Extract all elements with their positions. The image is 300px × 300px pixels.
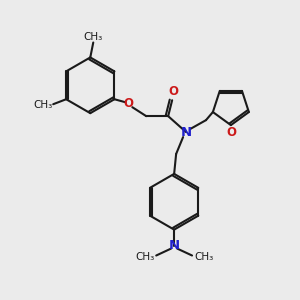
Text: O: O	[227, 126, 237, 139]
Text: N: N	[181, 126, 192, 139]
Text: CH₃: CH₃	[194, 251, 213, 262]
Text: CH₃: CH₃	[33, 100, 52, 110]
Text: N: N	[169, 239, 180, 252]
Text: CH₃: CH₃	[135, 251, 154, 262]
Text: O: O	[168, 85, 178, 98]
Text: O: O	[123, 97, 133, 110]
Text: CH₃: CH₃	[84, 32, 103, 41]
